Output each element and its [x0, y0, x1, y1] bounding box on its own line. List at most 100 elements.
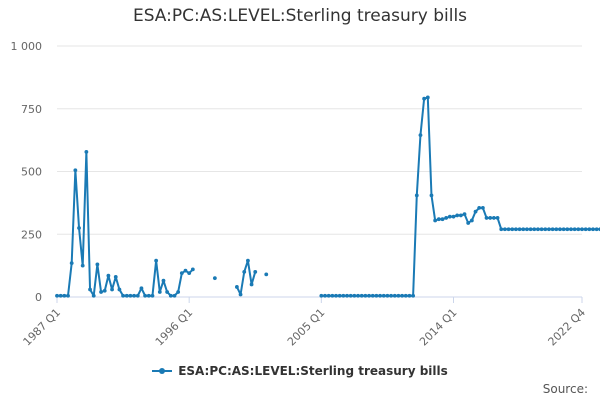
x-tick-label: 2005 Q1: [285, 306, 328, 349]
data-point: [407, 293, 412, 298]
data-point: [80, 263, 85, 268]
series-points: [55, 95, 600, 298]
data-point: [436, 217, 441, 222]
legend-label: ESA:PC:AS:LEVEL:Sterling treasury bills: [178, 364, 448, 378]
series-line-segment: [321, 96, 600, 297]
data-point: [242, 270, 247, 274]
data-point: [165, 290, 170, 294]
data-point: [550, 227, 555, 232]
data-point: [528, 227, 533, 232]
data-point: [121, 293, 125, 298]
data-point: [352, 293, 357, 298]
axes: 0 250 500 750 1 000 1987 Q1 1996 Q1 2005 Q1 2014…: [11, 40, 589, 348]
data-point: [400, 293, 405, 298]
data-point: [95, 262, 100, 267]
data-point: [117, 287, 122, 292]
data-point: [543, 227, 548, 232]
data-point: [403, 293, 408, 298]
data-point: [469, 218, 474, 223]
data-point: [124, 293, 129, 298]
data-point: [363, 293, 368, 298]
data-point: [73, 168, 78, 173]
data-point: [473, 209, 478, 214]
data-point: [187, 271, 192, 276]
data-point: [444, 216, 449, 220]
chart-title: ESA:PC:AS:LEVEL:Sterling treasury bills: [132, 6, 468, 26]
data-point: [139, 286, 144, 291]
data-point: [389, 293, 393, 298]
data-point: [58, 293, 63, 298]
data-point: [499, 227, 504, 232]
data-point: [414, 193, 419, 198]
data-point: [554, 227, 559, 232]
data-point: [319, 293, 324, 298]
data-point: [440, 217, 445, 222]
data-point: [488, 216, 493, 220]
data-point: [506, 227, 511, 232]
data-point: [84, 150, 89, 154]
data-point: [102, 288, 107, 293]
data-point: [88, 287, 92, 292]
data-point: [66, 293, 70, 298]
legend[interactable]: ESA:PC:AS:LEVEL:Sterling treasury bills: [0, 364, 600, 378]
data-point: [113, 275, 118, 279]
data-point: [110, 287, 114, 292]
data-point: [547, 227, 551, 232]
y-tick-label: 0: [35, 291, 42, 304]
data-point: [477, 205, 482, 210]
data-point: [539, 227, 544, 232]
data-point: [583, 227, 588, 232]
data-point: [396, 293, 401, 298]
data-point: [587, 227, 592, 232]
data-point: [418, 133, 423, 138]
data-point: [521, 227, 526, 232]
data-point: [591, 227, 595, 232]
data-point: [330, 293, 335, 298]
data-point: [572, 227, 577, 232]
x-tick-label: 1996 Q1: [153, 306, 196, 349]
data-point: [337, 293, 342, 298]
data-point: [172, 293, 177, 298]
y-tick-label: 500: [21, 166, 42, 179]
data-point: [143, 293, 148, 298]
data-point: [264, 272, 269, 277]
data-point: [569, 227, 573, 232]
data-point: [484, 216, 489, 220]
data-point: [576, 227, 581, 232]
data-point: [392, 293, 397, 298]
y-tick-label: 750: [21, 103, 42, 116]
data-point: [565, 227, 570, 232]
data-point: [132, 293, 136, 298]
data-point: [341, 293, 346, 298]
y-tick-label: 250: [21, 228, 42, 241]
data-point: [378, 293, 382, 298]
data-point: [146, 293, 151, 298]
data-point: [128, 293, 133, 298]
data-point: [458, 213, 463, 218]
data-point: [517, 227, 522, 232]
data-point: [462, 212, 467, 217]
data-point: [447, 214, 452, 219]
data-point: [594, 227, 599, 232]
data-point: [381, 293, 386, 298]
data-point: [466, 221, 471, 225]
data-point: [249, 282, 254, 287]
data-point: [183, 268, 188, 273]
source-label: Source:: [542, 382, 588, 396]
data-point: [179, 271, 184, 276]
data-point: [106, 273, 111, 278]
data-point: [491, 216, 496, 220]
data-point: [525, 227, 529, 232]
data-point: [536, 227, 540, 232]
data-point: [495, 216, 500, 220]
data-point: [135, 293, 140, 298]
x-tick-label: 2014 Q1: [417, 306, 460, 349]
data-point: [374, 293, 379, 298]
data-point: [91, 293, 96, 298]
data-point: [99, 290, 103, 294]
data-point: [234, 285, 239, 289]
data-point: [433, 218, 438, 223]
data-point: [157, 290, 162, 294]
data-point: [455, 213, 460, 218]
data-point: [514, 227, 518, 232]
